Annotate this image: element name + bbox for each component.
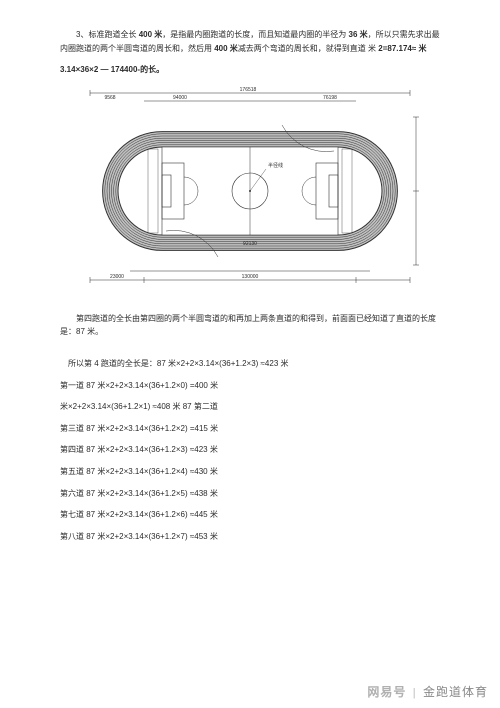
center-label: 半径线 <box>268 162 283 169</box>
intro-radius: 36 米 <box>349 30 368 39</box>
watermark-brand: 网易号 <box>367 685 406 699</box>
lane-calc-line: 米×2+2×3.14×(36+1.2×1) ≈408 米 87 第二道 <box>60 400 440 414</box>
intro-paragraph: 3、标准跑道全长 400 米，是指最内圈跑道的长度，而且知道最内圈的半径为 36… <box>60 28 440 55</box>
intro-a: 标准跑道全长 <box>88 30 138 39</box>
center-label2: 92130 <box>243 241 257 247</box>
intro-expr: 2=87.174≈ 米 <box>378 44 426 53</box>
paragraph-4: 第四跑道的全长由第四圈的两个半圆弯道的和再加上两条直道的和得到，前面面已经知道了… <box>60 312 440 339</box>
formula-line: 3.14×36×2 — 174400-的长。 <box>60 63 440 77</box>
intro-num: 3、 <box>76 30 88 39</box>
lane-calc-line: 第八道 87 米×2+2×3.14×(36+1.2×7) ≈453 米 <box>60 530 440 544</box>
lane-calc-line: 第六道 87 米×2+2×3.14×(36+1.2×5) ≈438 米 <box>60 487 440 501</box>
lane-calc-line: 第四道 87 米×2+2×3.14×(36+1.2×3) ≈423 米 <box>60 443 440 457</box>
lane-calculations: 第一道 87 米×2+2×3.14×(36+1.2×0) =400 米米×2+2… <box>60 379 440 544</box>
dim-left: 9568 <box>104 95 115 101</box>
track-lanes: 半径线 92130 <box>103 117 419 265</box>
calc-lead: 所以第 4 跑道的全长是：87 米×2+2×3.14×(36+1.2×3) ≈4… <box>60 357 440 371</box>
intro-total: 400 米 <box>139 30 163 39</box>
dim-bl: 23000 <box>110 274 124 280</box>
document-page: 3、标准跑道全长 400 米，是指最内圈跑道的长度，而且知道最内圈的半径为 36… <box>0 0 500 561</box>
dim-top: 176518 <box>240 87 257 93</box>
dim-top3: 76198 <box>323 95 337 101</box>
track-diagram: 176518 94000 76198 9568 23000 130000 <box>70 85 430 290</box>
watermark-name: 金跑道体育 <box>423 685 488 699</box>
intro-total2: 400 米 <box>214 44 238 53</box>
lane-calc-line: 第三道 87 米×2+2×3.14×(36+1.2×2) =415 米 <box>60 422 440 436</box>
dim-top2: 94000 <box>173 95 187 101</box>
intro-d: 减去两个弯道的周长和，就得到直道 米 <box>238 44 378 53</box>
formula-text: 3.14×36×2 — 174400-的长。 <box>60 65 164 74</box>
lane-calc-line: 第七道 87 米×2+2×3.14×(36+1.2×6) ≈445 米 <box>60 508 440 522</box>
lane-calc-line: 第一道 87 米×2+2×3.14×(36+1.2×0) =400 米 <box>60 379 440 393</box>
dim-bm: 130000 <box>242 274 259 280</box>
watermark-sep: | <box>413 687 417 699</box>
lane-calc-line: 第五道 87 米×2+2×3.14×(36+1.2×4) ≈430 米 <box>60 465 440 479</box>
intro-b: ，是指最内圈跑道的长度，而且知道最内圈的半径为 <box>162 30 348 39</box>
watermark: 网易号 | 金跑道体育 <box>367 683 488 700</box>
